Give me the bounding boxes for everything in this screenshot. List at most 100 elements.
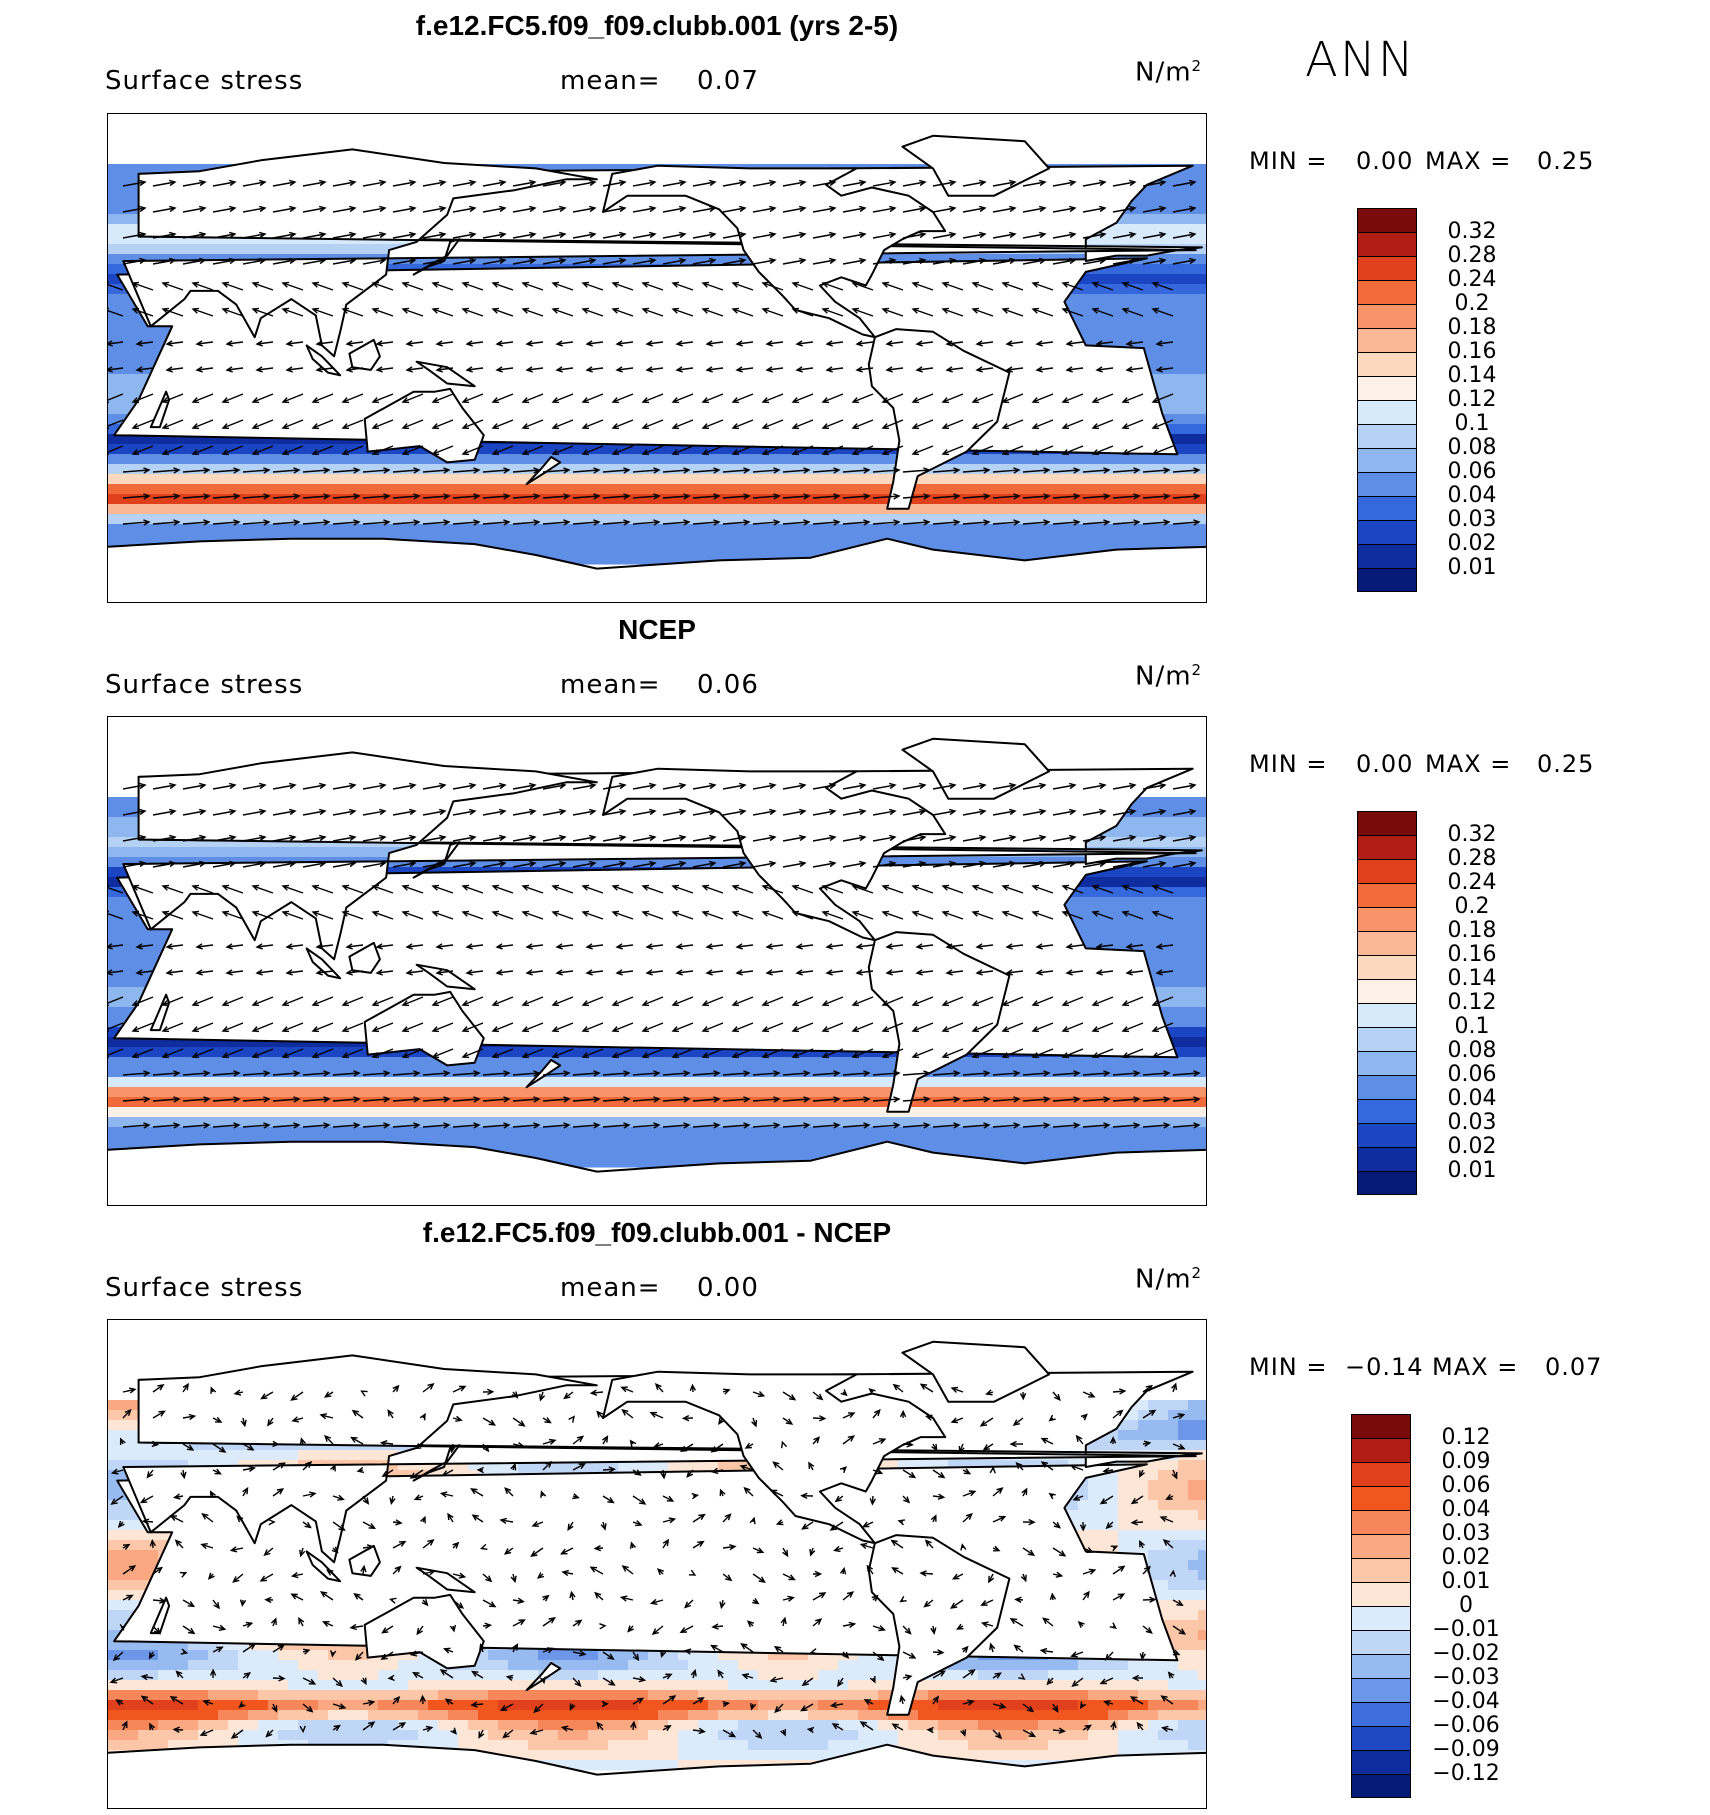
stress-vectors: [108, 782, 1201, 1129]
colorbar-tick-label: 0.04: [1447, 483, 1497, 508]
colorbar-swatch: [1357, 883, 1417, 907]
colorbar-swatch: [1357, 1075, 1417, 1099]
max-label: MAX =: [1425, 147, 1512, 175]
colorbar-swatch: [1357, 931, 1417, 955]
colorbar-tick-label: 0.32: [1447, 219, 1497, 244]
colorbar-tick-label: 0.12: [1447, 990, 1497, 1015]
colorbar-tick-label: −0.12: [1432, 1761, 1500, 1786]
coastline-australia: [363, 1593, 485, 1670]
colorbar-swatch: [1357, 280, 1417, 304]
map-panel-obs: [107, 716, 1207, 1206]
colorbar-tick-label: 0.03: [1447, 507, 1497, 532]
stress-vectors: [109, 1382, 1187, 1740]
colorbar-frame: [1351, 1414, 1411, 1798]
min-label: MIN =: [1249, 1353, 1328, 1381]
colorbar-swatch: [1351, 1486, 1411, 1510]
coastline-australia: [363, 387, 485, 464]
colorbar-frame: [1357, 208, 1417, 592]
colorbar-swatch: [1357, 544, 1417, 568]
mean-value: 0.06: [697, 670, 759, 700]
coastline-asia: [122, 751, 1197, 961]
colorbar-tick-label: 0.32: [1447, 822, 1497, 847]
coastline-madagascar: [149, 1596, 171, 1635]
colorbar-tick-label: 0.2: [1454, 291, 1490, 316]
colorbar-tick-label: −0.03: [1432, 1665, 1500, 1690]
coastline-greenland: [901, 1340, 1051, 1403]
coastline-newguinea: [415, 360, 476, 388]
colorbar-swatch: [1351, 1606, 1411, 1630]
colorbar-tick-label: 0.04: [1441, 1497, 1491, 1522]
colorbar-swatch: [1357, 352, 1417, 376]
season-label: ANN: [1305, 32, 1416, 88]
colorbar-swatch: [1357, 907, 1417, 931]
coastline-samerica: [867, 328, 1011, 510]
coastline-antarctica: [108, 537, 1206, 602]
colorbar-swatch: [1357, 979, 1417, 1003]
colorbar-swatch: [1357, 859, 1417, 883]
stress-vectors: [108, 179, 1201, 526]
units-label: N/m2: [1135, 57, 1203, 88]
colorbar-swatch: [1351, 1750, 1411, 1774]
colorbar-swatch: [1357, 520, 1417, 544]
max-value: 0.25: [1537, 147, 1595, 175]
colorbar-tick-label: −0.01: [1432, 1617, 1500, 1642]
coastline-antarctica: [108, 1743, 1206, 1808]
coastline-namerica: [602, 1370, 947, 1545]
mean-label: mean=: [560, 1273, 661, 1303]
colorbar-tick-label: 0.06: [1447, 459, 1497, 484]
mean-label: mean=: [560, 66, 661, 96]
units-label: N/m2: [1135, 1264, 1203, 1295]
colorbar-swatch: [1351, 1462, 1411, 1486]
coastline-asia: [122, 1354, 1197, 1564]
min-label: MIN =: [1249, 147, 1328, 175]
colorbar-tick-label: 0.02: [1447, 531, 1497, 556]
coastline-nz: [525, 456, 562, 486]
colorbar-swatch: [1357, 400, 1417, 424]
colorbar-tick-label: 0.2: [1454, 894, 1490, 919]
colorbar-tick-label: 0.06: [1447, 1062, 1497, 1087]
colorbar-swatch: [1357, 1099, 1417, 1123]
colorbar-tick-label: 0.03: [1447, 1110, 1497, 1135]
colorbar-swatch: [1357, 1051, 1417, 1075]
coastline-newguinea: [415, 963, 476, 991]
colorbar-swatch: [1357, 424, 1417, 448]
colorbar-swatch: [1357, 1147, 1417, 1171]
colorbar-tick-label: 0.14: [1447, 363, 1497, 388]
colorbar-tick-label: 0.1: [1454, 411, 1490, 436]
map-panel-model: [107, 113, 1207, 603]
colorbar-tick-label: −0.09: [1432, 1737, 1500, 1762]
colorbar-tick-label: 0.18: [1447, 918, 1497, 943]
coastline-borneo: [348, 941, 381, 974]
land-mask: [108, 737, 1206, 1205]
colorbar-swatch: [1357, 496, 1417, 520]
coastline-australia: [363, 990, 485, 1067]
colorbar-swatch: [1351, 1726, 1411, 1750]
panel-title-model: f.e12.FC5.f09_f09.clubb.001 (yrs 2-5): [415, 10, 899, 41]
colorbar-tick-label: 0.28: [1447, 243, 1497, 268]
map-panel-diff: [107, 1319, 1207, 1809]
colorbar-tick-label: 0.14: [1447, 966, 1497, 991]
colorbar-tick-label: 0.1: [1454, 1014, 1490, 1039]
coastline-borneo: [348, 338, 381, 371]
colorbar-frame: [1357, 811, 1417, 1195]
units-label: N/m2: [1135, 661, 1203, 692]
colorbar-swatch: [1357, 328, 1417, 352]
colorbar-swatch: [1351, 1630, 1411, 1654]
colorbar-tick-label: 0.01: [1447, 555, 1497, 580]
coastline-samerica: [867, 1534, 1011, 1716]
colorbar-tick-label: 0.16: [1447, 339, 1497, 364]
min-value: −0.14: [1345, 1353, 1424, 1381]
colorbar-tick-label: 0.12: [1441, 1425, 1491, 1450]
colorbar-tick-label: −0.02: [1432, 1641, 1500, 1666]
colorbar-swatch: [1357, 232, 1417, 256]
coastline-japan: [412, 1444, 461, 1482]
colorbar-swatch: [1357, 955, 1417, 979]
variable-label: Surface stress: [105, 66, 304, 96]
min-value: 0.00: [1356, 147, 1414, 175]
colorbar-tick-label: 0.06: [1441, 1473, 1491, 1498]
colorbar-swatch: [1351, 1558, 1411, 1582]
max-value: 0.25: [1537, 750, 1595, 778]
colorbar-tick-label: 0.01: [1447, 1158, 1497, 1183]
colorbar-swatch: [1357, 1003, 1417, 1027]
colorbar-tick-label: 0.28: [1447, 846, 1497, 871]
